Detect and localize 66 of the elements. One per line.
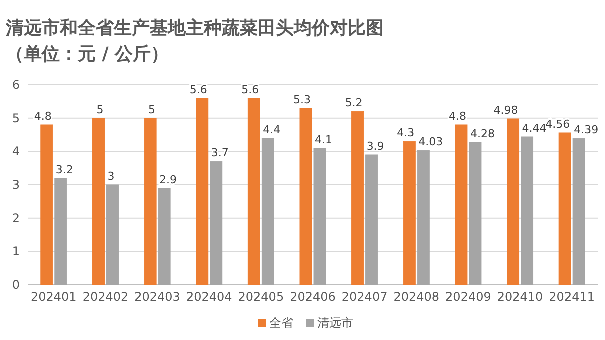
data-label: 4.8: [448, 110, 466, 123]
data-label: 4.39: [574, 124, 599, 137]
bar: [507, 118, 520, 286]
chart-title: 清远市和全省生产基地主种蔬菜田头均价对比图: [5, 18, 384, 39]
bar: [92, 118, 105, 286]
y-tick-label: 5: [12, 111, 20, 126]
bar: [558, 132, 572, 286]
bar: [158, 188, 171, 286]
y-tick-label: 4: [12, 144, 20, 159]
data-label: 3.9: [366, 140, 384, 153]
data-label: 5: [96, 103, 104, 116]
legend-label: 清远市: [318, 316, 354, 330]
x-tick-label: 202404: [186, 290, 232, 304]
x-tick-label: 202406: [290, 290, 336, 304]
x-tick-label: 202411: [549, 290, 595, 304]
data-label: 3: [108, 170, 115, 183]
bar: [262, 138, 274, 286]
data-label: 5.6: [190, 83, 208, 96]
y-tick-label: 6: [12, 78, 20, 92]
y-tick-label: 2: [12, 211, 20, 226]
x-tick-label: 202403: [134, 290, 180, 304]
x-tick-label: 202402: [82, 290, 129, 304]
bar: [366, 154, 378, 286]
legend-label: 全省: [270, 316, 294, 330]
bar: [144, 118, 157, 286]
data-label: 4.4: [263, 123, 281, 136]
data-label: 4.3: [397, 126, 415, 140]
bar: [210, 161, 223, 286]
y-tick-label: 0: [12, 278, 20, 292]
bar: [572, 138, 586, 286]
x-tick-label: 202401: [31, 290, 77, 304]
bar: [417, 150, 430, 286]
data-label: 4.98: [494, 104, 518, 117]
x-tick-label: 202410: [497, 290, 544, 304]
bar: [40, 124, 54, 286]
data-label: 3.7: [211, 146, 229, 160]
y-tick-label: 3: [12, 178, 20, 192]
data-label: 4.56: [546, 118, 570, 131]
bar: [455, 124, 468, 286]
x-tick-label: 202407: [342, 290, 388, 304]
bar: [196, 98, 209, 286]
data-label: 5: [148, 103, 156, 116]
data-label: 4.28: [470, 127, 495, 140]
y-tick-label: 1: [12, 244, 20, 259]
bar: [352, 111, 364, 286]
bar: [248, 98, 260, 286]
bar: [54, 178, 68, 286]
data-label: 3.2: [56, 163, 74, 176]
x-tick-label: 202409: [446, 290, 492, 304]
data-label: 5.2: [345, 96, 363, 110]
bar: [521, 136, 534, 286]
bar: [403, 141, 416, 286]
data-label: 4.1: [315, 133, 332, 146]
x-tick-label: 202405: [238, 290, 284, 304]
bar: [469, 142, 482, 286]
data-label: 2.9: [160, 173, 178, 186]
data-label: 4.03: [418, 136, 444, 149]
bar: [106, 184, 119, 286]
bar: [300, 108, 312, 286]
x-tick-label: 202408: [394, 290, 440, 304]
chart-subtitle: （单位：元 / 公斤）: [6, 44, 170, 65]
bar: [314, 148, 326, 286]
data-label: 5.6: [242, 83, 260, 96]
data-label: 4.44: [522, 122, 547, 135]
data-label: 4.8: [34, 110, 52, 123]
data-label: 5.3: [294, 93, 311, 106]
